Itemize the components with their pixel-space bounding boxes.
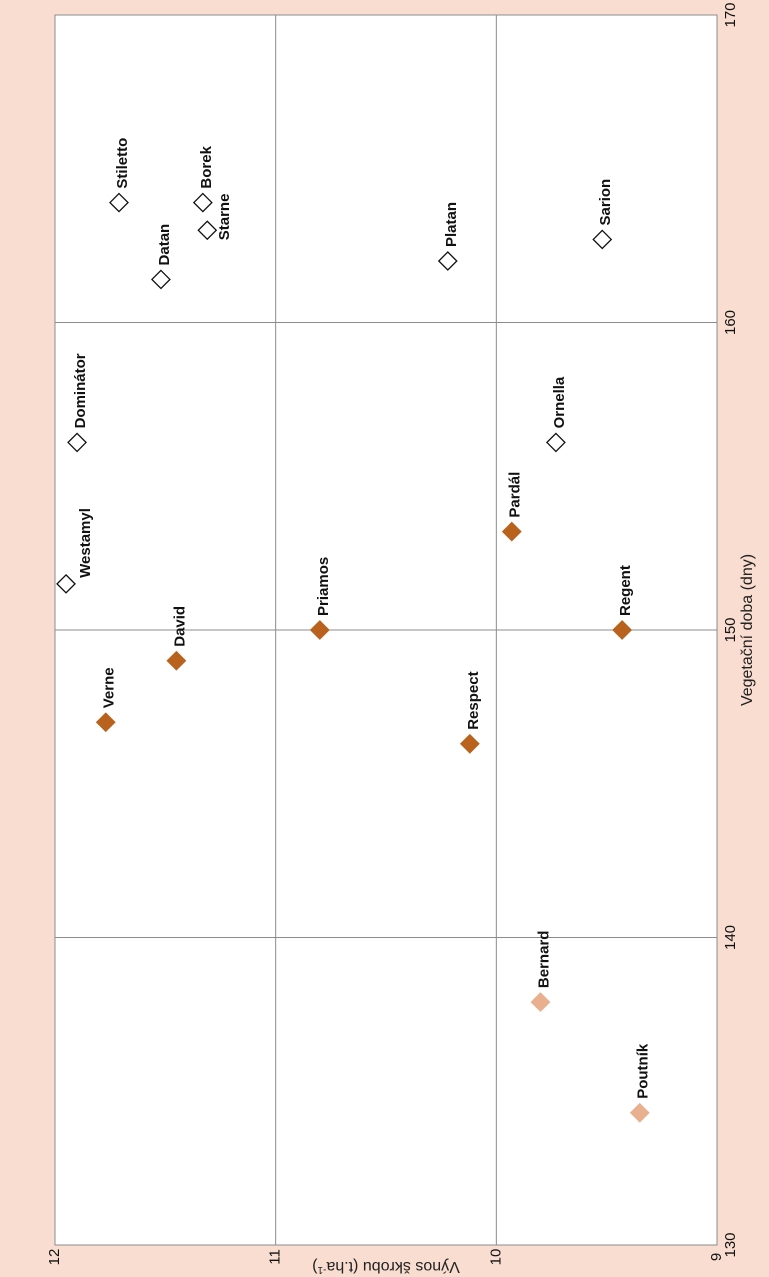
- point-label: Poutník: [635, 1043, 652, 1099]
- point-marker: [437, 251, 458, 271]
- point-label: Westamyl: [77, 508, 94, 578]
- point-marker: [192, 192, 213, 213]
- point-marker: [530, 992, 551, 1012]
- point-label: Starne: [216, 194, 233, 241]
- x-tick-label: 150: [722, 617, 739, 642]
- y-axis-title-end: ): [312, 1258, 317, 1275]
- point-marker: [545, 432, 566, 453]
- point-marker: [109, 192, 129, 213]
- point-marker: [459, 733, 480, 754]
- point-label: Datan: [156, 224, 173, 266]
- point-label: Ornella: [551, 376, 568, 428]
- point-marker: [612, 620, 633, 640]
- x-axis-title: Vegetační doba (dny): [739, 554, 756, 706]
- point-marker: [629, 1102, 650, 1123]
- point-marker: [309, 620, 330, 640]
- point-label: Dominátor: [72, 353, 89, 428]
- y-axis-title-main: Výnos škrobu (t.ha: [326, 1258, 460, 1275]
- point-label: Regent: [617, 565, 634, 616]
- y-axis-title: Výnos škrobu (t.ha-1): [312, 1258, 460, 1276]
- y-tick-label: 9: [708, 1253, 725, 1261]
- point-label: Stiletto: [114, 138, 131, 189]
- y-tick-label: 11: [267, 1249, 284, 1265]
- y-axis-title-sup: -1: [317, 1265, 326, 1276]
- point-marker: [56, 573, 76, 594]
- point-label: Bernard: [535, 931, 552, 989]
- point-label: David: [171, 606, 188, 647]
- point-marker: [501, 521, 522, 542]
- x-tick-label: 130: [722, 1232, 739, 1257]
- point-marker: [95, 712, 116, 733]
- point-label: Borek: [198, 145, 215, 188]
- y-tick-label: 12: [46, 1249, 63, 1266]
- point-marker: [151, 269, 171, 290]
- grid-lines: [54, 14, 718, 1246]
- point-label: Sarion: [597, 179, 614, 226]
- x-tick-label: 140: [722, 925, 739, 950]
- point-label: Priamos: [315, 557, 332, 616]
- x-tick-label: 170: [722, 2, 739, 27]
- point-label: Pardál: [507, 472, 524, 518]
- point-label: Respect: [465, 671, 482, 729]
- point-label: Verne: [101, 667, 118, 708]
- point-marker: [166, 650, 187, 671]
- point-marker: [67, 432, 87, 453]
- point-marker: [592, 229, 613, 250]
- point-marker: [197, 220, 218, 241]
- y-tick-label: 10: [487, 1249, 504, 1266]
- point-label: Platan: [443, 202, 460, 247]
- x-tick-label: 160: [722, 310, 739, 335]
- tick-labels: 130 140 150 160 170 9 10 11 12: [46, 2, 739, 1265]
